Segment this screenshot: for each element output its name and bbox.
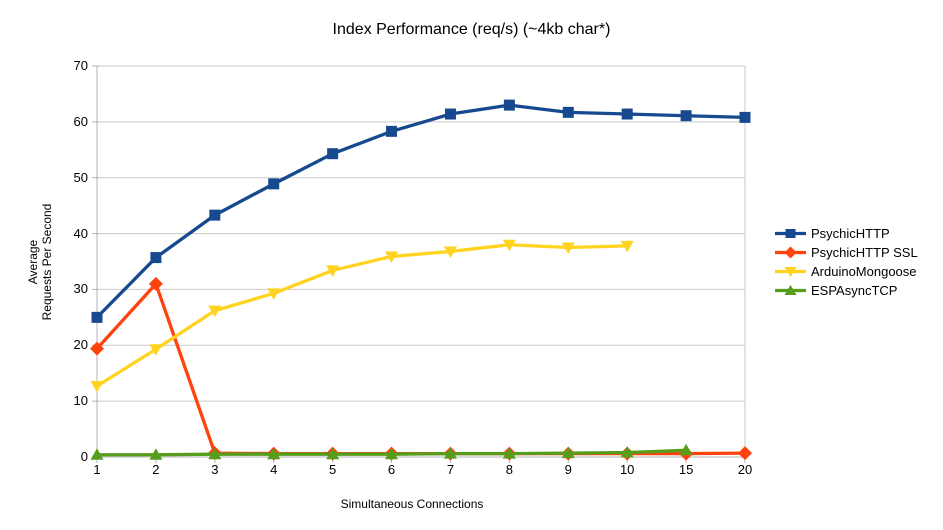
data-point-triangle-up — [443, 447, 457, 459]
data-point-diamond — [148, 276, 163, 291]
data-point-square — [562, 106, 574, 118]
legend-entry: ESPAsyncTCP — [775, 281, 918, 300]
x-tick-label: 7 — [446, 462, 455, 477]
data-point-triangle-up — [561, 446, 575, 459]
legend-entry: PsychicHTTP — [775, 224, 918, 243]
data-point-square — [503, 99, 515, 111]
legend-triangle-down-icon — [775, 267, 806, 277]
chart-title: Index Performance (req/s) (~4kb char*) — [332, 21, 611, 38]
legend-square-icon — [775, 229, 806, 238]
data-point-triangle-down — [149, 344, 163, 356]
legend-label: PsychicHTTP SSL — [811, 245, 918, 260]
x-tick-label: 3 — [211, 462, 219, 477]
y-tick-label: 20 — [73, 337, 88, 353]
y-tick-label: 60 — [73, 113, 88, 129]
x-tick-label: 10 — [619, 462, 635, 477]
x-tick-label: 1 — [93, 462, 101, 477]
legend-label: ESPAsyncTCP — [811, 283, 898, 298]
data-point-triangle-up — [502, 447, 516, 459]
data-point-triangle-down — [267, 288, 281, 300]
series-line-PsychicHTTP — [95, 103, 747, 320]
legend-entry: ArduinoMongoose — [775, 262, 918, 281]
data-point-triangle-down — [443, 246, 457, 258]
data-point-square — [444, 108, 456, 120]
data-point-triangle-down — [561, 242, 575, 255]
legend-label: PsychicHTTP — [811, 226, 890, 241]
data-point-square — [680, 110, 692, 122]
data-point-triangle-up — [267, 447, 281, 460]
y-tick-label: 10 — [73, 393, 88, 409]
data-point-square — [739, 111, 751, 123]
data-point-triangle-up — [679, 443, 693, 456]
data-point-triangle-down — [620, 240, 634, 253]
data-point-triangle-down — [208, 305, 222, 318]
data-point-triangle-down — [385, 251, 399, 263]
y-tick-label: 70 — [73, 58, 88, 73]
series-line-PsychicHTTP-SSL — [95, 282, 747, 456]
data-point-square — [91, 311, 103, 323]
data-point-triangle-up — [385, 447, 399, 460]
data-point-triangle-down — [502, 239, 516, 252]
x-axis-title: Simultaneous Connections — [340, 497, 484, 511]
data-point-triangle-up — [149, 448, 163, 460]
x-tick-label: 15 — [678, 462, 694, 477]
data-point-triangle-down — [90, 381, 104, 393]
data-point-triangle-up — [326, 447, 340, 460]
series-line-ArduinoMongoose — [95, 243, 629, 388]
legend-label: ArduinoMongoose — [811, 264, 917, 279]
data-point-square — [150, 252, 162, 264]
legend: PsychicHTTP PsychicHTTP SSL ArduinoMongoos… — [775, 224, 918, 300]
data-point-square — [621, 108, 633, 120]
x-tick-label: 6 — [387, 462, 396, 477]
data-point-triangle-up — [208, 447, 222, 460]
data-point-triangle-up — [620, 446, 634, 458]
x-tick-label: 5 — [329, 462, 337, 477]
y-tick-label: 30 — [73, 281, 88, 297]
x-tick-label: 8 — [505, 462, 513, 477]
legend-entry: PsychicHTTP SSL — [775, 243, 918, 262]
legend-diamond-icon — [775, 246, 806, 259]
legend-triangle-up-icon — [775, 285, 806, 295]
x-tick-label: 4 — [270, 462, 278, 477]
data-point-triangle-up — [90, 448, 104, 460]
data-point-square — [268, 178, 280, 190]
x-tick-label: 9 — [564, 462, 572, 477]
x-tick-label: 20 — [737, 462, 753, 477]
y-tick-label: 0 — [80, 449, 88, 464]
data-point-diamond — [90, 341, 104, 356]
data-point-square — [209, 209, 221, 221]
data-point-square — [386, 125, 398, 137]
data-point-triangle-down — [326, 265, 340, 277]
data-point-diamond — [738, 446, 752, 461]
y-tick-label: 40 — [73, 225, 88, 241]
x-tick-label: 2 — [152, 462, 160, 477]
y-tick-label: 50 — [73, 169, 88, 185]
data-point-square — [327, 148, 339, 160]
